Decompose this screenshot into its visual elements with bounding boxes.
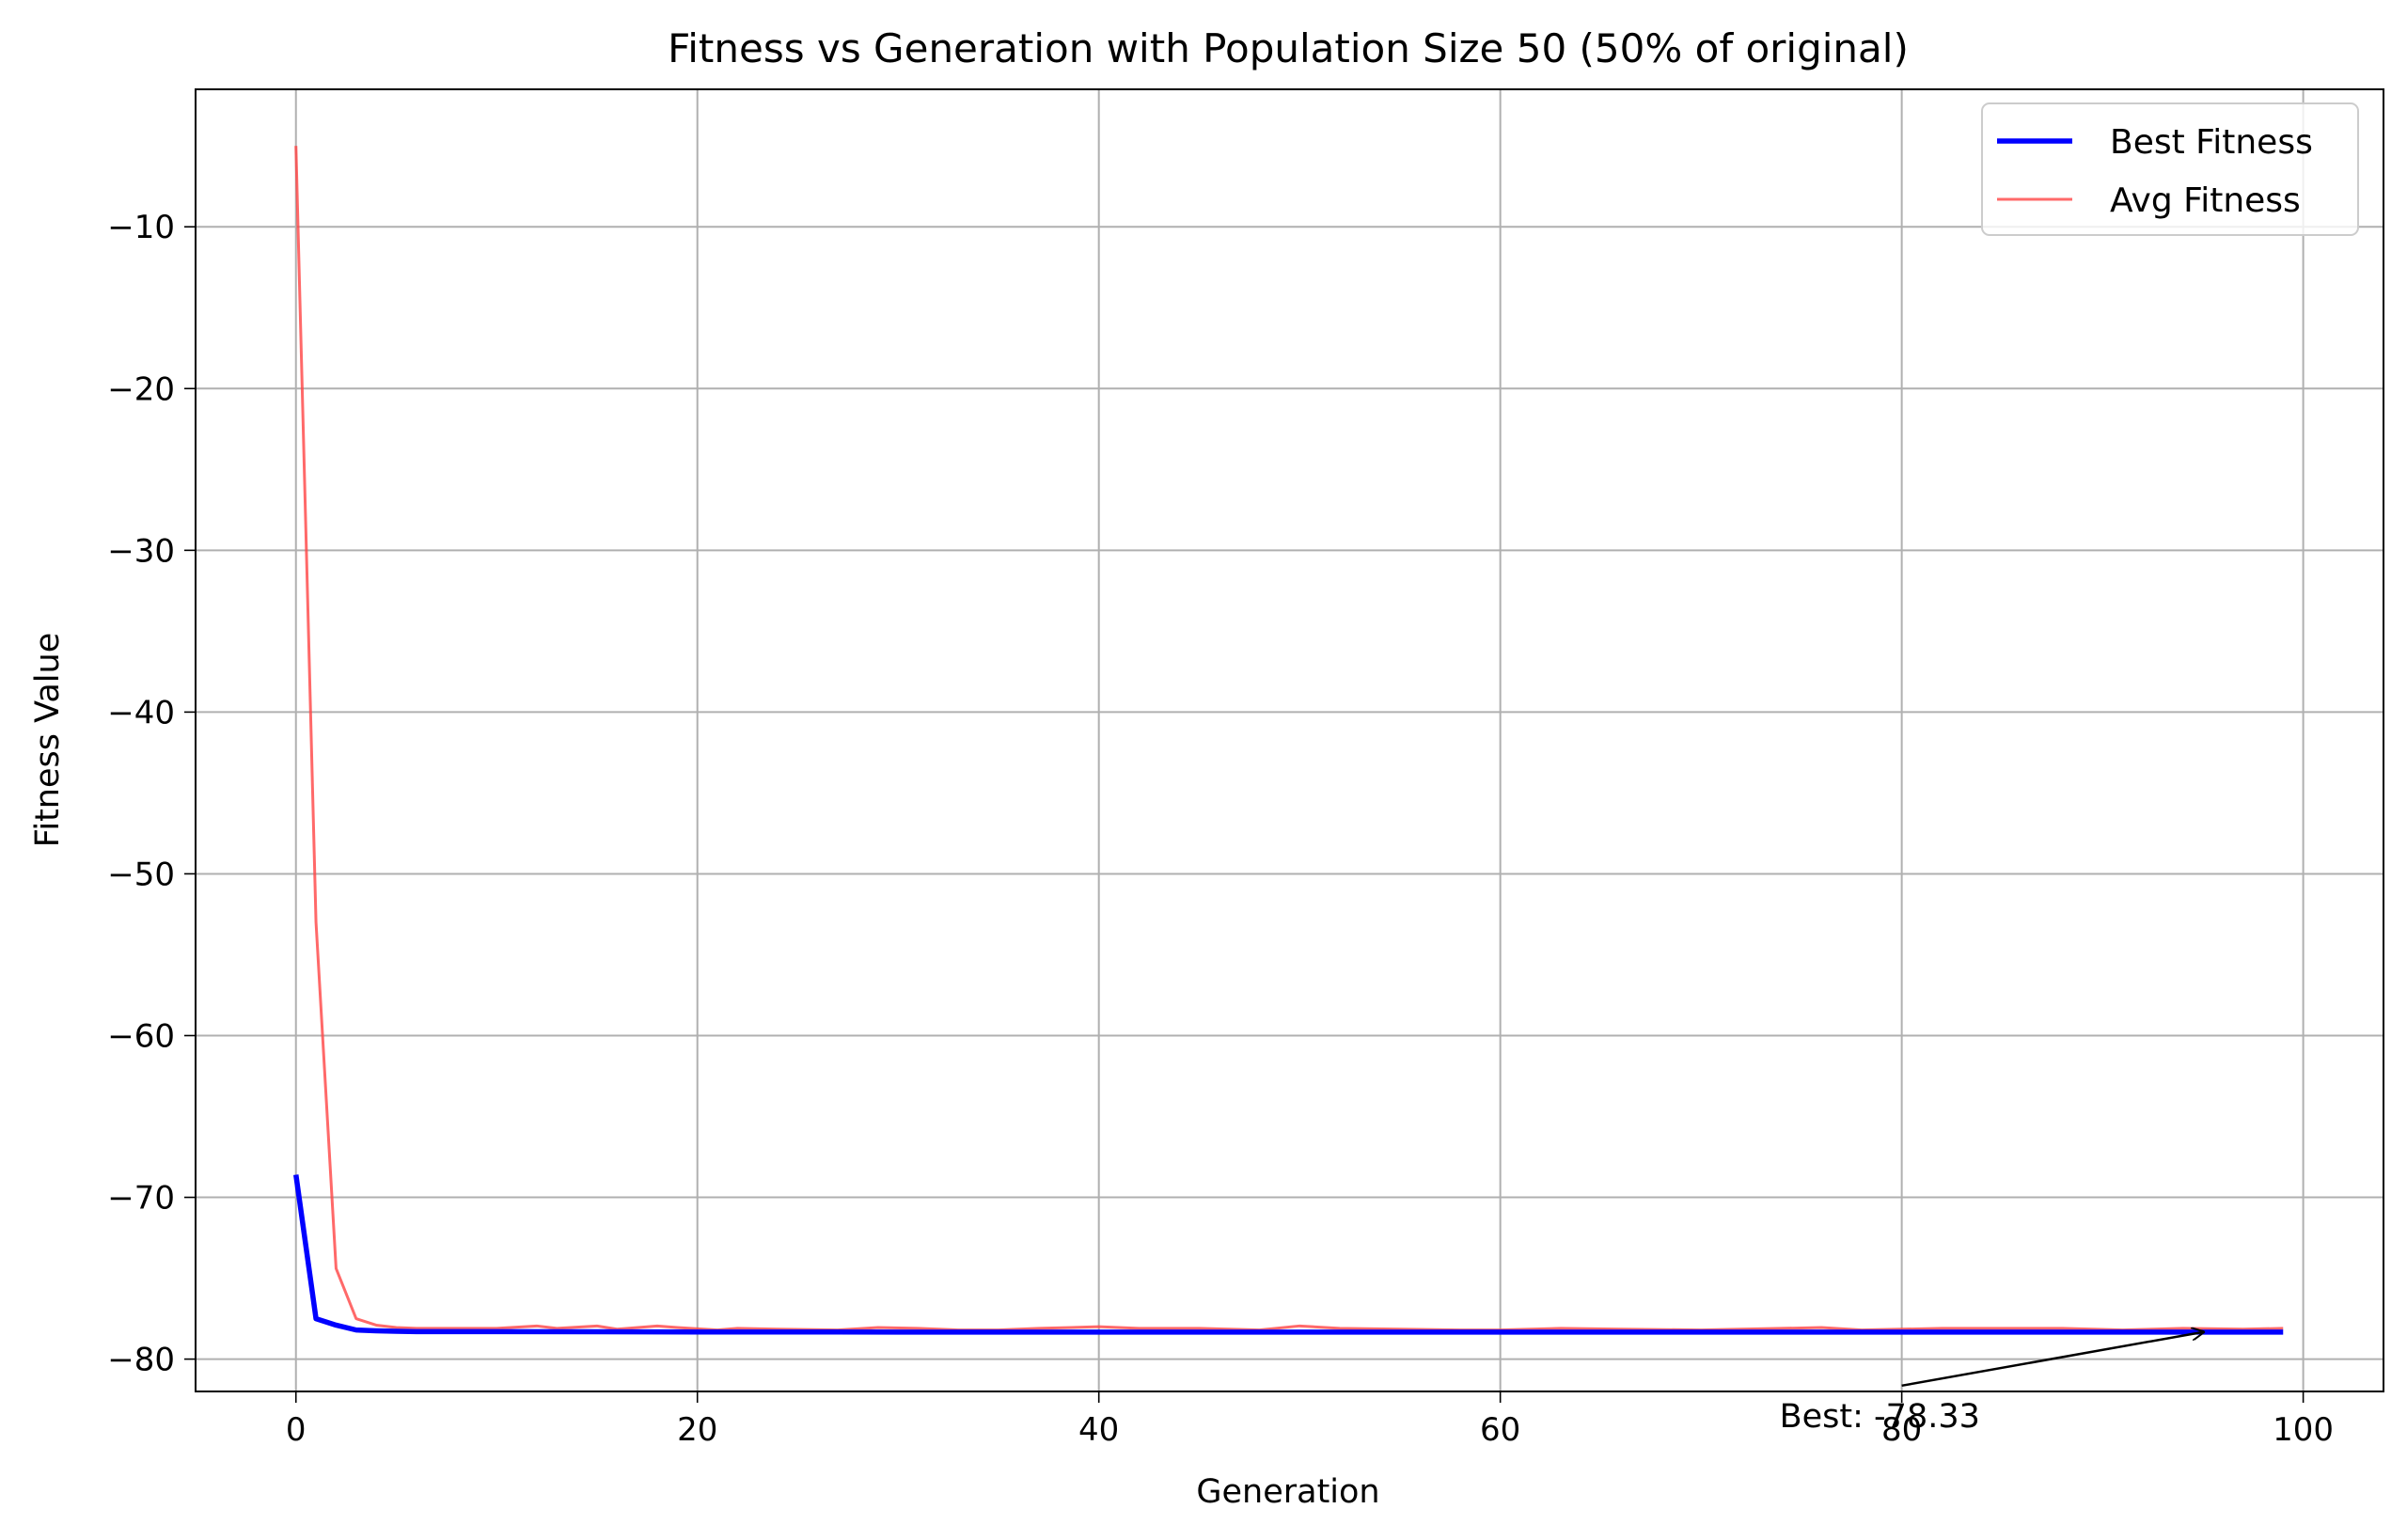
y-tick-label: −50 bbox=[107, 856, 175, 893]
series-line-best-fitness bbox=[293, 1174, 2284, 1335]
x-tick-label: 100 bbox=[2273, 1411, 2334, 1449]
y-tick-label: −70 bbox=[107, 1180, 175, 1218]
y-tick-label: −20 bbox=[107, 370, 175, 408]
annotation-arrow bbox=[1901, 1332, 2203, 1388]
x-tick-label: 20 bbox=[677, 1411, 717, 1449]
best-annotation: Best: -78.33 bbox=[1780, 1332, 2203, 1436]
annotation-label: Best: -78.33 bbox=[1780, 1398, 1980, 1436]
legend-box bbox=[1981, 102, 2359, 236]
y-tick-label: −60 bbox=[107, 1017, 175, 1055]
x-tick-label: 40 bbox=[1078, 1411, 1119, 1449]
y-tick-label: −40 bbox=[107, 694, 175, 731]
x-axis-label: Generation bbox=[1196, 1473, 1379, 1511]
legend-label: Avg Fitness bbox=[2110, 181, 2301, 220]
y-tick-label: −30 bbox=[107, 532, 175, 570]
y-axis-label: Fitness Value bbox=[29, 633, 67, 847]
series-layer bbox=[293, 146, 2284, 1335]
plot-frame bbox=[195, 88, 2384, 1392]
y-tick-label: −80 bbox=[107, 1342, 175, 1379]
legend: Best Fitness Avg Fitness bbox=[1981, 102, 2359, 236]
x-tick-label: 80 bbox=[1881, 1411, 1922, 1449]
grid-lines bbox=[196, 89, 2383, 1391]
y-tick-label: −10 bbox=[107, 209, 175, 246]
chart-title: Fitness vs Generation with Population Si… bbox=[668, 25, 1909, 71]
axis-ticks: 0 20 40 60 80 100 −80 −70 −60 −50 −40 −30 −20 −10 bbox=[107, 209, 2334, 1449]
legend-label: Best Fitness bbox=[2110, 123, 2313, 162]
x-tick-label: 0 bbox=[286, 1411, 307, 1449]
x-tick-label: 60 bbox=[1480, 1411, 1520, 1449]
series-line-avg-fitness bbox=[294, 146, 2284, 1332]
